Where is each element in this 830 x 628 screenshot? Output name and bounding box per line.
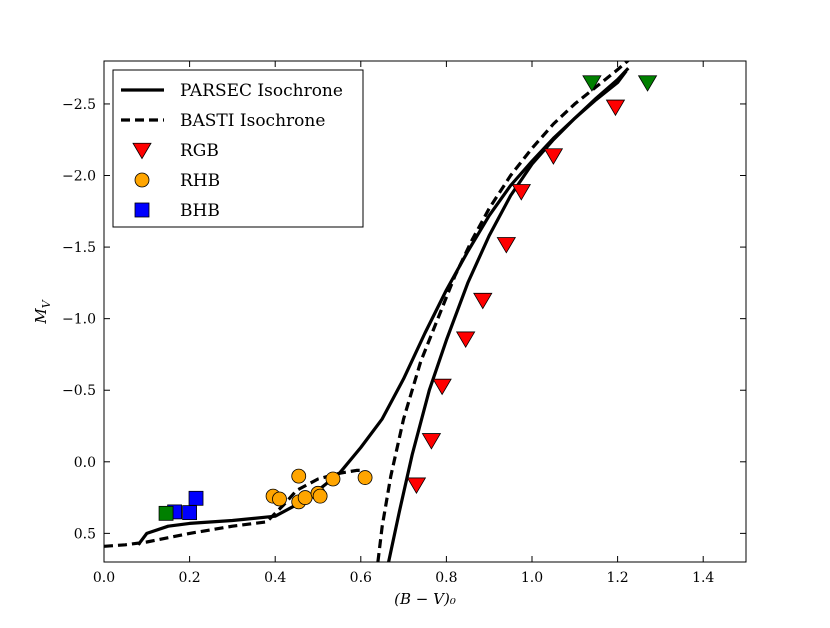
rhb-point: [357, 470, 373, 485]
x-tick-label: 1.0: [521, 570, 543, 586]
rgb-point: [473, 292, 493, 310]
y-tick-label: −0.5: [62, 383, 96, 399]
rgb-green-point: [582, 75, 602, 92]
rhb-point: [325, 471, 341, 487]
isochrone-line-2: [104, 468, 363, 548]
legend-label: PARSEC Isochrone: [180, 81, 343, 101]
rgb-green-point: [637, 75, 658, 92]
x-axis-label: (B − V)₀: [394, 590, 456, 608]
plot-frame: [103, 60, 747, 563]
rgb-point: [511, 184, 531, 201]
legend-marker-bhb: [134, 202, 150, 218]
legend-label: BHB: [180, 201, 220, 221]
y-axis-label-sub: V: [40, 299, 53, 308]
tick-labels: 0.0 0.2 0.4 0.6 0.8 1.0 1.2 1.4 0.5 0.0 −0.5 −1.0 −1…: [62, 97, 714, 586]
x-tick-label: 1.4: [692, 570, 714, 586]
legend-label: RGB: [180, 141, 219, 161]
bhb-point: [182, 505, 198, 521]
y-axis-label: MV: [32, 299, 53, 324]
y-tick-label: 0.0: [74, 455, 96, 471]
y-tick-label: −1.5: [62, 240, 96, 256]
isochrone-line-1: [136, 70, 628, 546]
rhb-point: [297, 490, 313, 505]
x-tick-label: 0.6: [350, 570, 372, 586]
bhb-green-point: [158, 505, 174, 521]
rhb-point: [312, 488, 328, 504]
ticks-layer: [103, 61, 746, 562]
legend-marker-rgb: [132, 142, 152, 160]
isochrone-line-3: [376, 61, 631, 562]
x-tick-label: 0.4: [264, 570, 286, 586]
legend: PARSEC Isochrone BASTI Isochrone RGB RHB BHB: [112, 69, 364, 228]
legend-label: RHB: [180, 171, 220, 191]
marker-layer: [158, 75, 658, 521]
bhb-point: [188, 490, 204, 506]
y-tick-label: −1.0: [62, 312, 96, 328]
rhb-point: [291, 468, 307, 484]
x-tick-label: 0.2: [178, 570, 200, 586]
rgb-point: [406, 477, 427, 495]
legend-label: BASTI Isochrone: [180, 111, 325, 131]
legend-marker-rhb: [134, 172, 150, 188]
y-tick-label: −2.5: [62, 97, 96, 113]
x-tick-label: 0.8: [435, 570, 457, 586]
rgb-point: [432, 378, 452, 396]
rhb-point: [272, 491, 287, 507]
rgb-point: [543, 148, 564, 165]
rgb-point: [455, 331, 476, 349]
legend-box: [112, 69, 364, 228]
y-tick-label: −2.0: [62, 169, 96, 185]
x-tick-label: 1.2: [606, 570, 628, 586]
y-tick-label: 0.5: [74, 526, 96, 542]
series-layer: [104, 61, 631, 562]
rgb-point: [605, 99, 626, 117]
rgb-point: [496, 237, 517, 254]
rgb-point: [421, 433, 442, 450]
y-axis-label-main: M: [32, 308, 50, 325]
x-tick-label: 0.0: [93, 570, 115, 586]
